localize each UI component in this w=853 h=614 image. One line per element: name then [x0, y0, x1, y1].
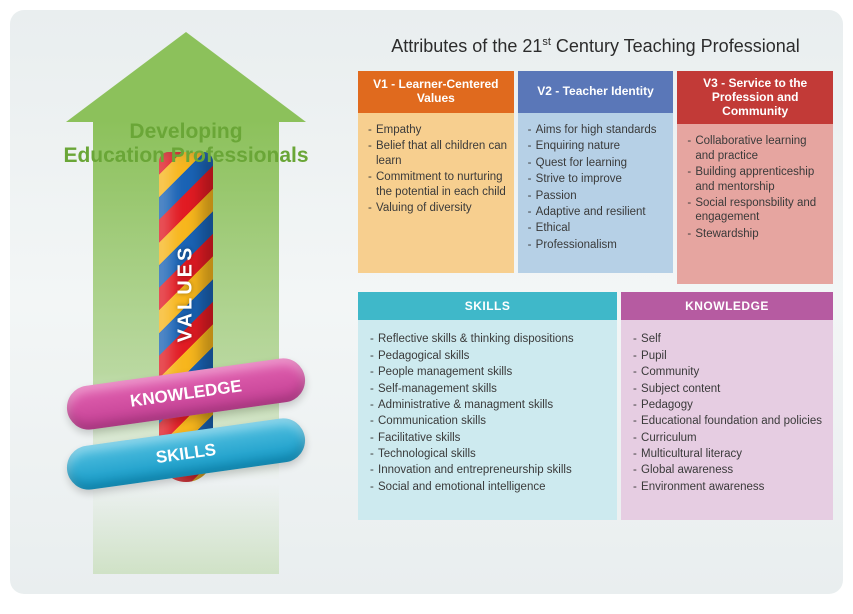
knowledge-list: Self Pupil Community Subject content Pedagog…: [629, 332, 825, 494]
list-item: Pupil: [633, 349, 825, 363]
knowledge-ribbon-text: KNOWLEDGE: [129, 376, 243, 411]
list-item: Commitment to nurturing the potential in…: [368, 170, 508, 199]
infographic-frame: Developing Education Professionals VALUE…: [10, 10, 843, 594]
list-item: Technological skills: [370, 447, 609, 461]
list-item: Aims for high standards: [528, 123, 668, 137]
list-item: Educational foundation and policies: [633, 414, 825, 428]
arrow-graphic: Developing Education Professionals VALUE…: [36, 32, 336, 572]
knowledge-column: KNOWLEDGE Self Pupil Community Subject cont…: [621, 292, 833, 520]
list-item: Social and emotional intelligence: [370, 480, 609, 494]
v2-head: V2 - Teacher Identity: [518, 71, 674, 113]
list-item: Passion: [528, 189, 668, 203]
list-item: Enquiring nature: [528, 139, 668, 153]
list-item: Stewardship: [687, 227, 827, 241]
list-item: Curriculum: [633, 431, 825, 445]
values-label: VALUES: [175, 245, 198, 343]
list-item: Facilitative skills: [370, 431, 609, 445]
list-item: Strive to improve: [528, 172, 668, 186]
title-sup: st: [542, 36, 551, 48]
list-item: Pedagogical skills: [370, 349, 609, 363]
list-item: Social responsbility and engagement: [687, 196, 827, 225]
list-item: Pedagogy: [633, 398, 825, 412]
title-pre: Attributes of the 21: [391, 36, 542, 56]
v2-column: V2 - Teacher Identity Aims for high stan…: [518, 71, 674, 284]
list-item: Building apprenticeship and mentorship: [687, 165, 827, 194]
v2-body: Aims for high standards Enquiring nature Q…: [518, 113, 674, 273]
main-title: Attributes of the 21st Century Teaching …: [358, 36, 833, 57]
arrow-title: Developing Education Professionals: [36, 32, 336, 168]
list-item: Self-management skills: [370, 382, 609, 396]
knowledge-body: Self Pupil Community Subject content Pedagog…: [621, 320, 833, 520]
list-item: Belief that all children can learn: [368, 139, 508, 168]
skills-column: SKILLS Reflective skills & thinking disp…: [358, 292, 617, 520]
list-item: Community: [633, 365, 825, 379]
list-item: Ethical: [528, 221, 668, 235]
list-item: Quest for learning: [528, 156, 668, 170]
values-row: V1 - Learner-Centered Values Empathy Beli…: [358, 71, 833, 284]
skills-head: SKILLS: [358, 292, 617, 320]
list-item: Multicultural literacy: [633, 447, 825, 461]
title-post: Century Teaching Professional: [551, 36, 800, 56]
skills-ribbon-text: SKILLS: [155, 440, 218, 468]
list-item: Empathy: [368, 123, 508, 137]
v1-head: V1 - Learner-Centered Values: [358, 71, 514, 113]
v2-list: Aims for high standards Enquiring nature Q…: [524, 123, 668, 252]
skills-knowledge-row: SKILLS Reflective skills & thinking disp…: [358, 292, 833, 520]
v1-body: Empathy Belief that all children can lear…: [358, 113, 514, 273]
list-item: Self: [633, 332, 825, 346]
list-item: Administrative & managment skills: [370, 398, 609, 412]
knowledge-head: KNOWLEDGE: [621, 292, 833, 320]
list-item: People management skills: [370, 365, 609, 379]
v3-column: V3 - Service to the Profession and Commu…: [677, 71, 833, 284]
right-panel: Attributes of the 21st Century Teaching …: [358, 36, 833, 520]
list-item: Professionalism: [528, 238, 668, 252]
list-item: Adaptive and resilient: [528, 205, 668, 219]
list-item: Collaborative learning and practice: [687, 134, 827, 163]
arrow-reflection: [93, 484, 279, 574]
list-item: Subject content: [633, 382, 825, 396]
v3-body: Collaborative learning and practiceBuild…: [677, 124, 833, 284]
list-item: Valuing of diversity: [368, 201, 508, 215]
list-item: Reflective skills & thinking disposition…: [370, 332, 609, 346]
v3-list: Collaborative learning and practiceBuild…: [683, 134, 827, 241]
v1-list: Empathy Belief that all children can lear…: [364, 123, 508, 215]
arrow-title-line1: Developing: [129, 120, 242, 143]
v3-head: V3 - Service to the Profession and Commu…: [677, 71, 833, 124]
list-item: Environment awareness: [633, 480, 825, 494]
list-item: Communication skills: [370, 414, 609, 428]
v1-column: V1 - Learner-Centered Values Empathy Beli…: [358, 71, 514, 284]
arrow-title-line2: Education Professionals: [63, 144, 308, 167]
list-item: Global awareness: [633, 463, 825, 477]
skills-list: Reflective skills & thinking disposition…: [366, 332, 609, 494]
list-item: Innovation and entrepreneurship skills: [370, 463, 609, 477]
skills-body: Reflective skills & thinking disposition…: [358, 320, 617, 520]
